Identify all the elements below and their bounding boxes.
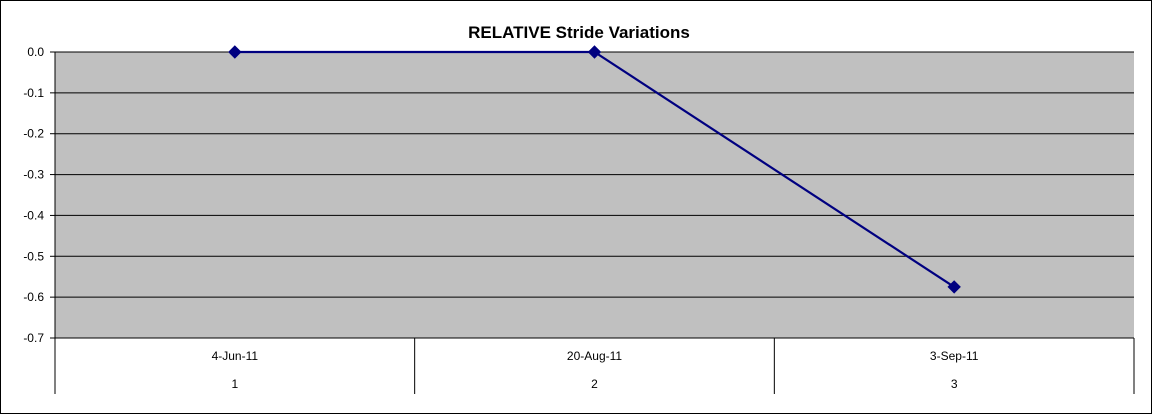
x-index-label: 1 (231, 377, 238, 391)
x-tick-label: 20-Aug-11 (567, 349, 622, 363)
y-tick-label: -0.5 (23, 249, 44, 263)
x-index-label: 2 (591, 377, 598, 391)
chart-title: RELATIVE Stride Variations (468, 23, 690, 42)
y-tick-label: -0.7 (23, 331, 44, 345)
x-tick-label: 4-Jun-11 (212, 349, 259, 363)
data-point-marker (947, 280, 961, 294)
y-tick-label: 0.0 (27, 45, 44, 59)
data-point-marker (587, 45, 602, 59)
x-index-label: 3 (951, 377, 958, 391)
x-tick-label: 3-Sep-11 (930, 349, 979, 363)
y-tick-label: -0.1 (23, 86, 44, 100)
data-point-marker (228, 45, 242, 59)
y-tick-label: -0.6 (23, 290, 44, 304)
plot-background (55, 52, 1134, 338)
y-tick-label: -0.4 (23, 208, 44, 222)
y-tick-label: -0.3 (23, 168, 44, 182)
plot-area: 0.0 -0.1 -0.2 -0.3 -0.4 -0.5 -0.6 -0.7 4-Jun-11 1… (23, 45, 1135, 394)
y-tick-label: -0.2 (23, 127, 44, 141)
